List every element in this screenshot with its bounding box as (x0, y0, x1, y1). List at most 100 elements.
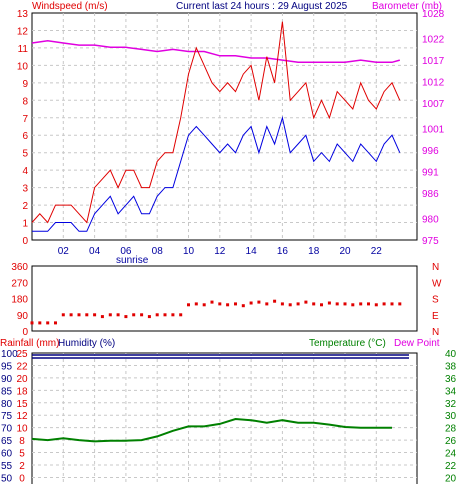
y-tick-label: 6 (22, 131, 28, 142)
x-tick-label: 22 (371, 246, 383, 257)
rainfall-tick-label: 12 (16, 411, 28, 422)
temperature-tick-label: 32 (445, 399, 457, 410)
temperature-tick-label: 26 (445, 436, 457, 447)
y-tick-label: 270 (11, 278, 28, 289)
direction-point (93, 313, 97, 317)
temperature-label: Temperature (°C) (309, 338, 386, 349)
direction-point (288, 303, 292, 307)
barometer-title: Barometer (mb) (372, 1, 442, 12)
direction-point (108, 313, 112, 317)
average-line (32, 115, 401, 232)
humidity-tick-label: 80 (1, 399, 13, 410)
temperature-tick-label: 22 (445, 461, 457, 472)
y-tick-label: 7 (22, 114, 28, 125)
y2-tick-label: 1022 (422, 35, 445, 46)
direction-point (351, 303, 355, 307)
direction-point (359, 302, 363, 306)
compass-label: N (432, 262, 439, 273)
direction-point (85, 313, 89, 317)
temperature-tick-label: 28 (445, 424, 457, 435)
plot-frame (31, 12, 418, 241)
rainfall-tick-label: 2 (19, 461, 25, 472)
compass-label: E (432, 311, 439, 322)
y2-tick-label: 980 (422, 215, 439, 226)
direction-point (155, 313, 159, 317)
y-tick-label: 4 (22, 166, 28, 177)
x-tick-label: 06 (120, 246, 132, 257)
rainfall-label: Rainfall (mm) (0, 338, 59, 349)
plot-frame (31, 265, 418, 332)
direction-point (327, 301, 331, 305)
humidity-tick-label: 75 (1, 411, 13, 422)
direction-point (374, 303, 378, 307)
direction-point (147, 315, 151, 319)
temperature-tick-label: 30 (445, 411, 457, 422)
temperature-tick-label: 38 (445, 361, 457, 372)
direction-point (257, 300, 261, 304)
dewpoint-label: Dew Point (394, 338, 440, 349)
humidity-tick-label: 50 (1, 473, 13, 484)
direction-point (140, 313, 144, 317)
humidity-tick-label: 70 (1, 424, 13, 435)
rainfall-tick-label: 5 (19, 449, 25, 460)
direction-point (312, 302, 316, 306)
direction-point (335, 302, 339, 306)
direction-point (234, 302, 237, 306)
y-tick-label: 0 (22, 327, 28, 338)
y2-tick-label: 991 (422, 167, 439, 178)
direction-point (194, 302, 198, 306)
temperature-tick-label: 40 (445, 349, 457, 360)
compass-label: N (432, 327, 439, 338)
rainfall-tick-label: 25 (16, 349, 28, 360)
direction-point (77, 313, 81, 317)
direction-point (69, 313, 73, 317)
direction-point (241, 304, 245, 308)
humidity-tick-label: 100 (1, 349, 18, 360)
direction-point (304, 300, 308, 304)
y2-tick-label: 986 (422, 189, 439, 200)
rainfall-tick-label: 15 (16, 399, 28, 410)
humidity-tick-label: 60 (1, 449, 13, 460)
sunrise-annotation: sunrise (116, 255, 149, 266)
direction-point (61, 313, 65, 317)
y2-tick-label: 1017 (422, 56, 445, 67)
direction-point (187, 303, 190, 307)
y-tick-label: 5 (22, 149, 28, 160)
humidity-label: Humidity (%) (58, 338, 115, 349)
humidity-tick-label: 55 (1, 461, 13, 472)
x-tick-label: 18 (308, 246, 320, 257)
direction-point (116, 313, 120, 317)
y-tick-label: 360 (11, 262, 28, 273)
direction-point (382, 302, 386, 306)
direction-point (210, 300, 214, 304)
y-tick-label: 180 (11, 295, 28, 306)
direction-point (30, 321, 34, 325)
direction-point (320, 303, 323, 307)
humidity-tick-label: 90 (1, 374, 13, 385)
direction-point (46, 321, 50, 325)
direction-point (226, 303, 230, 307)
y2-tick-label: 1012 (422, 78, 445, 89)
rainfall-tick-label: 22 (16, 361, 28, 372)
chart-title: Current last 24 hours : 29 August 2025 (176, 1, 348, 12)
direction-point (202, 303, 206, 307)
direction-point (38, 321, 42, 325)
wind-barometer-panel: 0123456789101112139759809869919961001100… (17, 9, 445, 266)
humidity-tick-label: 65 (1, 436, 13, 447)
x-tick-label: 16 (277, 246, 289, 257)
y2-tick-label: 975 (422, 236, 439, 247)
y-tick-label: 90 (17, 311, 29, 322)
x-tick-label: 08 (152, 246, 164, 257)
direction-point (367, 302, 370, 306)
temperature-line (31, 417, 392, 443)
compass-label: S (432, 295, 439, 306)
direction-point (218, 302, 222, 306)
direction-point (280, 302, 284, 306)
x-tick-label: 04 (89, 246, 101, 257)
rainfall-tick-label: 20 (16, 374, 28, 385)
y-tick-label: 11 (18, 44, 29, 55)
direction-point (124, 315, 128, 319)
y-tick-label: 12 (17, 26, 29, 37)
